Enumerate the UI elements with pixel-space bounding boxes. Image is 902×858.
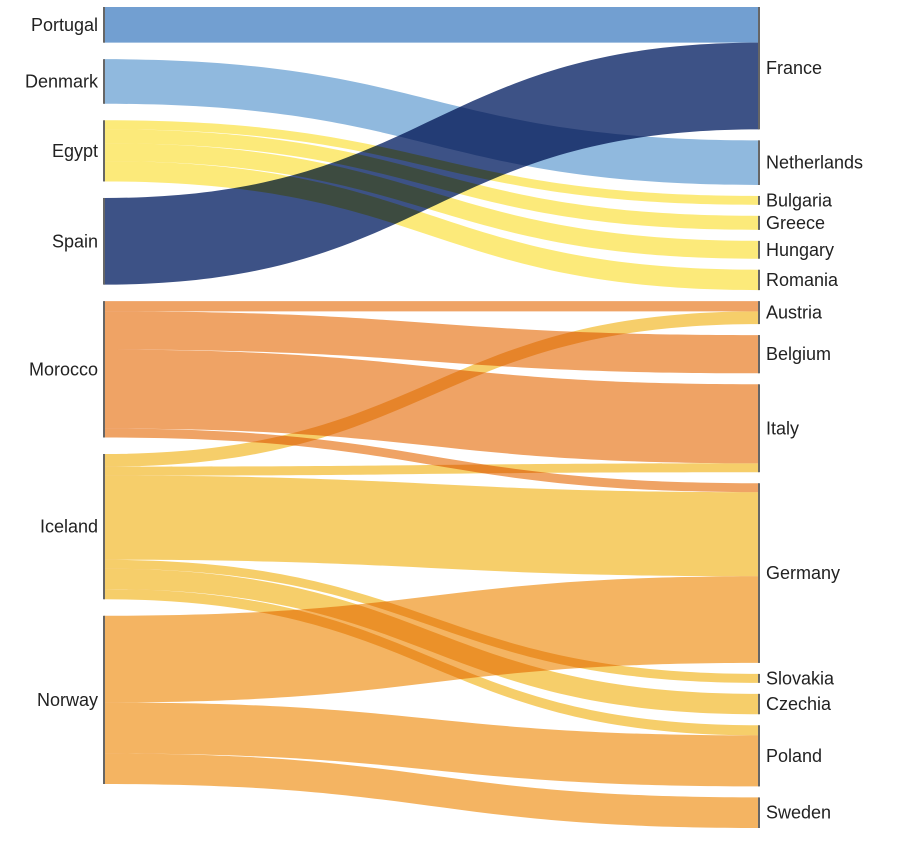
link-norway-germany	[104, 576, 759, 703]
labels-layer: Portugal Denmark Egypt Spain Morocco Iceland N…	[25, 15, 863, 823]
node-spain-bar	[103, 197, 105, 285]
link-spain-france	[104, 42, 759, 285]
node-iceland-bar	[103, 453, 105, 600]
node-greece-bar	[758, 215, 760, 230]
node-hungary-bar	[758, 240, 760, 259]
node-label-sweden: Sweden	[766, 803, 831, 823]
node-label-germany: Germany	[766, 563, 840, 583]
node-poland-bar	[758, 725, 760, 787]
node-morocco-bar	[103, 301, 105, 438]
node-label-czechia: Czechia	[766, 694, 832, 714]
node-label-spain: Spain	[52, 231, 98, 251]
node-label-iceland: Iceland	[40, 517, 98, 537]
nodes-layer	[103, 7, 760, 828]
link-norway-sweden	[104, 753, 759, 828]
link-egypt-romania	[104, 161, 759, 291]
node-label-portugal: Portugal	[31, 15, 98, 35]
link-morocco-austria	[104, 301, 759, 312]
link-iceland-germany	[104, 475, 759, 577]
node-norway-bar	[103, 615, 105, 784]
node-label-slovakia: Slovakia	[766, 668, 835, 688]
node-label-morocco: Morocco	[29, 359, 98, 379]
node-portugal-bar	[103, 7, 105, 43]
node-label-romania: Romania	[766, 270, 839, 290]
node-italy-bar	[758, 384, 760, 473]
link-iceland-italy	[104, 463, 759, 476]
node-czechia-bar	[758, 693, 760, 715]
link-morocco-belgium	[104, 311, 759, 374]
node-netherlands-bar	[758, 140, 760, 185]
link-morocco-italy	[104, 349, 759, 464]
node-belgium-bar	[758, 335, 760, 374]
node-france-bar	[758, 7, 760, 130]
link-portugal-france	[104, 7, 759, 43]
node-label-hungary: Hungary	[766, 240, 834, 260]
links-layer	[104, 7, 759, 828]
node-label-poland: Poland	[766, 746, 822, 766]
node-label-greece: Greece	[766, 213, 825, 233]
node-label-norway: Norway	[37, 690, 98, 710]
node-label-austria: Austria	[766, 303, 823, 323]
node-germany-bar	[758, 483, 760, 663]
node-label-egypt: Egypt	[52, 141, 98, 161]
link-iceland-austria	[104, 311, 759, 467]
node-sweden-bar	[758, 797, 760, 828]
node-egypt-bar	[103, 120, 105, 182]
node-bulgaria-bar	[758, 195, 760, 205]
link-norway-poland	[104, 702, 759, 787]
node-label-denmark: Denmark	[25, 71, 99, 91]
node-label-belgium: Belgium	[766, 344, 831, 364]
node-label-italy: Italy	[766, 418, 799, 438]
link-morocco-germany	[104, 428, 759, 493]
node-label-france: France	[766, 58, 822, 78]
node-romania-bar	[758, 269, 760, 291]
node-denmark-bar	[103, 59, 105, 104]
node-austria-bar	[758, 301, 760, 325]
node-label-bulgaria: Bulgaria	[766, 190, 833, 210]
node-slovakia-bar	[758, 673, 760, 683]
node-label-netherlands: Netherlands	[766, 153, 863, 173]
